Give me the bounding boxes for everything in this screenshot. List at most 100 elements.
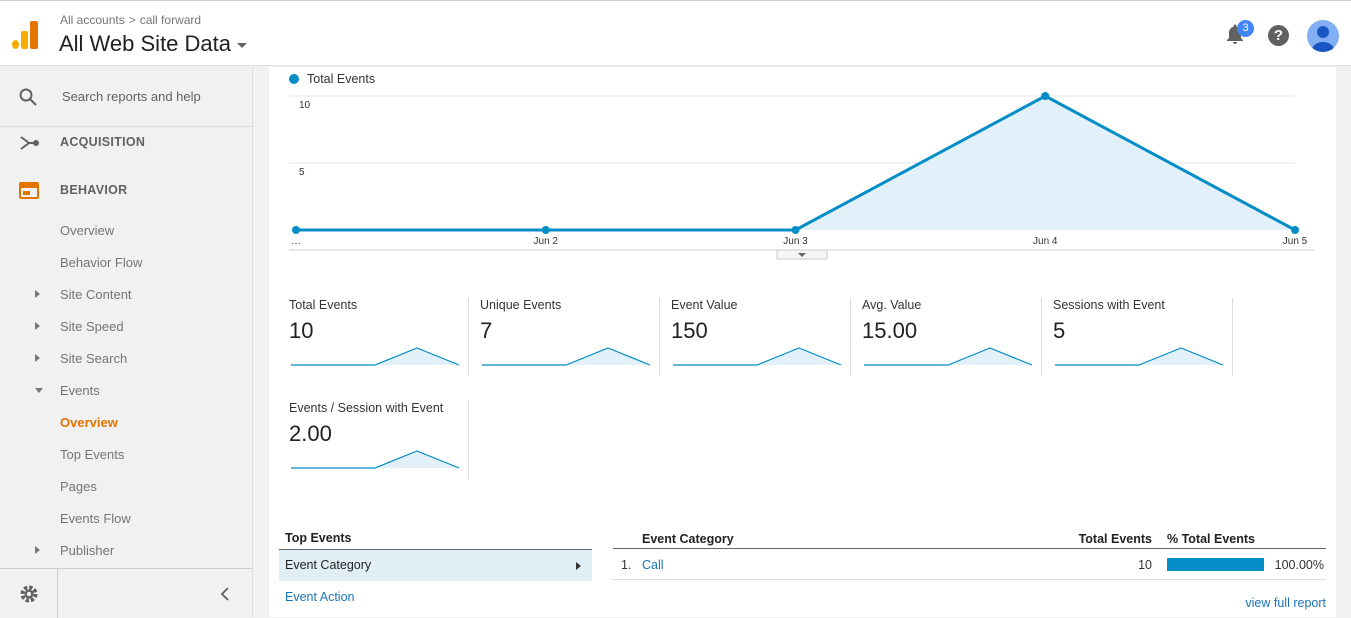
metric-events-per-session[interactable]: Events / Session with Event 2.00 <box>289 401 469 479</box>
data-point <box>1291 226 1299 234</box>
metric-value: 10 <box>289 318 314 343</box>
sparkline-line <box>291 347 459 366</box>
top-events-heading: Top Events <box>279 529 592 550</box>
column-header-total[interactable]: Total Events <box>1078 532 1152 546</box>
sidebar-item-top-events[interactable]: Top Events <box>60 447 125 462</box>
chart-legend: Total Events <box>289 72 375 86</box>
sidebar-item-events-flow[interactable]: Events Flow <box>60 511 131 526</box>
sparkline <box>291 450 459 469</box>
analytics-logo-icon[interactable] <box>12 21 38 49</box>
sparkline-line <box>291 450 459 469</box>
x-tick-label: … <box>291 236 301 247</box>
sidebar-item-overview[interactable]: Overview <box>60 223 115 238</box>
x-tick-label: Jun 4 <box>1033 236 1058 247</box>
metric-label: Sessions with Event <box>1053 298 1165 312</box>
sparkline <box>482 347 650 366</box>
legend-label: Total Events <box>307 72 376 86</box>
sidebar-item-site-search[interactable]: Site Search <box>60 351 128 366</box>
gear-icon[interactable] <box>19 584 39 604</box>
event-category-table: Event Category Total Events % Total Even… <box>613 529 1326 610</box>
sparkline-area <box>291 348 459 365</box>
chevron-left-icon[interactable] <box>220 587 230 601</box>
breadcrumb[interactable]: All accounts > call forward <box>60 13 201 27</box>
sidebar-item-behavior-flow[interactable]: Behavior Flow <box>60 255 143 270</box>
percent-bar <box>1167 558 1264 571</box>
metric-label: Avg. Value <box>862 298 922 312</box>
sparkline-line <box>673 347 841 366</box>
y-tick-label: 5 <box>299 167 305 178</box>
dimension-event-action[interactable]: Event Action <box>285 590 355 604</box>
breadcrumb-separator-icon: > <box>128 13 136 27</box>
expand-arrow-icon[interactable] <box>35 290 40 298</box>
sparkline-line <box>864 347 1032 366</box>
data-point <box>1041 92 1050 100</box>
handle-arrow-icon <box>798 253 806 257</box>
sparkline <box>864 347 1032 366</box>
data-point <box>791 226 800 234</box>
metric-label: Events / Session with Event <box>289 401 444 415</box>
report-main: Total Events 10 5 … Jun 2 Jun 3 Jun 4 Jun 5 To… <box>269 67 1336 617</box>
view-selector[interactable]: All Web Site Data <box>59 31 232 56</box>
footer-divider <box>57 569 58 618</box>
x-tick-label: Jun 5 <box>1283 236 1308 247</box>
sparkline <box>291 347 459 366</box>
metric-unique-events[interactable]: Unique Events 7 <box>480 298 660 376</box>
sidebar-item-behavior[interactable]: BEHAVIOR <box>60 183 128 197</box>
sidebar-item-pages[interactable]: Pages <box>60 479 97 494</box>
expand-arrow-icon[interactable] <box>35 322 40 330</box>
view-full-report-link[interactable]: view full report <box>1245 596 1326 610</box>
sidebar-item-site-speed[interactable]: Site Speed <box>60 319 124 334</box>
sparkline <box>1055 347 1223 366</box>
sidebar-item-events[interactable]: Events <box>60 383 100 398</box>
avatar[interactable] <box>1307 20 1339 52</box>
sparkline-area <box>482 348 650 365</box>
series-area <box>296 96 1295 230</box>
legend-swatch <box>289 74 299 84</box>
scrollbar[interactable] <box>1336 67 1351 617</box>
breadcrumb-property[interactable]: call forward <box>139 13 202 27</box>
x-tick-label: Jun 3 <box>783 236 808 247</box>
table-row: 1. Call 10 100.00% <box>613 549 1326 580</box>
notification-badge[interactable]: 3 <box>1237 20 1254 37</box>
row-category-link[interactable]: Call <box>642 558 664 572</box>
metric-label: Total Events <box>289 298 358 312</box>
breadcrumb-account[interactable]: All accounts <box>60 13 125 27</box>
data-point <box>541 226 550 234</box>
y-tick-label: 10 <box>299 100 311 111</box>
line-chart[interactable]: 10 5 … Jun 2 Jun 3 Jun 4 Jun 5 <box>269 87 1336 262</box>
metric-value: 7 <box>480 318 493 343</box>
search-icon[interactable] <box>19 88 37 106</box>
metric-label: Unique Events <box>480 298 562 312</box>
metric-sessions-with-event[interactable]: Sessions with Event 5 <box>1053 298 1233 376</box>
metric-value: 150 <box>671 318 708 343</box>
behavior-icon <box>19 182 39 199</box>
metric-event-value[interactable]: Event Value 150 <box>671 298 851 376</box>
sidebar: Search reports and help ACQUISITION BEHA… <box>0 67 253 618</box>
search-box[interactable]: Search reports and help <box>0 67 252 127</box>
metric-total-events[interactable]: Total Events 10 <box>289 298 469 376</box>
column-header-pct[interactable]: % Total Events <box>1167 532 1255 546</box>
row-index: 1. <box>621 558 632 572</box>
row-total: 10 <box>1138 558 1152 572</box>
metric-label: Event Value <box>671 298 738 312</box>
metric-avg-value[interactable]: Avg. Value 15.00 <box>862 298 1042 376</box>
expand-arrow-icon[interactable] <box>35 354 40 362</box>
metric-value: 2.00 <box>289 421 332 446</box>
sidebar-item-events-overview[interactable]: Overview <box>60 415 118 430</box>
sparkline-area <box>1055 348 1223 365</box>
sparkline-area <box>864 348 1032 365</box>
column-header-category[interactable]: Event Category <box>642 532 734 546</box>
search-input[interactable]: Search reports and help <box>62 89 201 104</box>
top-header: All accounts > call forward All Web Site D… <box>0 0 1351 66</box>
dimension-event-category[interactable]: Event Category <box>279 550 592 581</box>
user-icon <box>1312 26 1334 52</box>
caret-down-icon[interactable] <box>237 43 247 48</box>
help-icon[interactable]: ? <box>1268 25 1289 46</box>
sidebar-item-site-content[interactable]: Site Content <box>60 287 132 302</box>
arrow-right-icon <box>576 562 581 570</box>
expand-arrow-icon[interactable] <box>35 546 40 554</box>
sidebar-item-acquisition[interactable]: ACQUISITION <box>60 135 146 149</box>
collapse-arrow-icon[interactable] <box>35 388 43 393</box>
sidebar-footer <box>0 568 252 618</box>
sidebar-item-publisher[interactable]: Publisher <box>60 543 115 558</box>
